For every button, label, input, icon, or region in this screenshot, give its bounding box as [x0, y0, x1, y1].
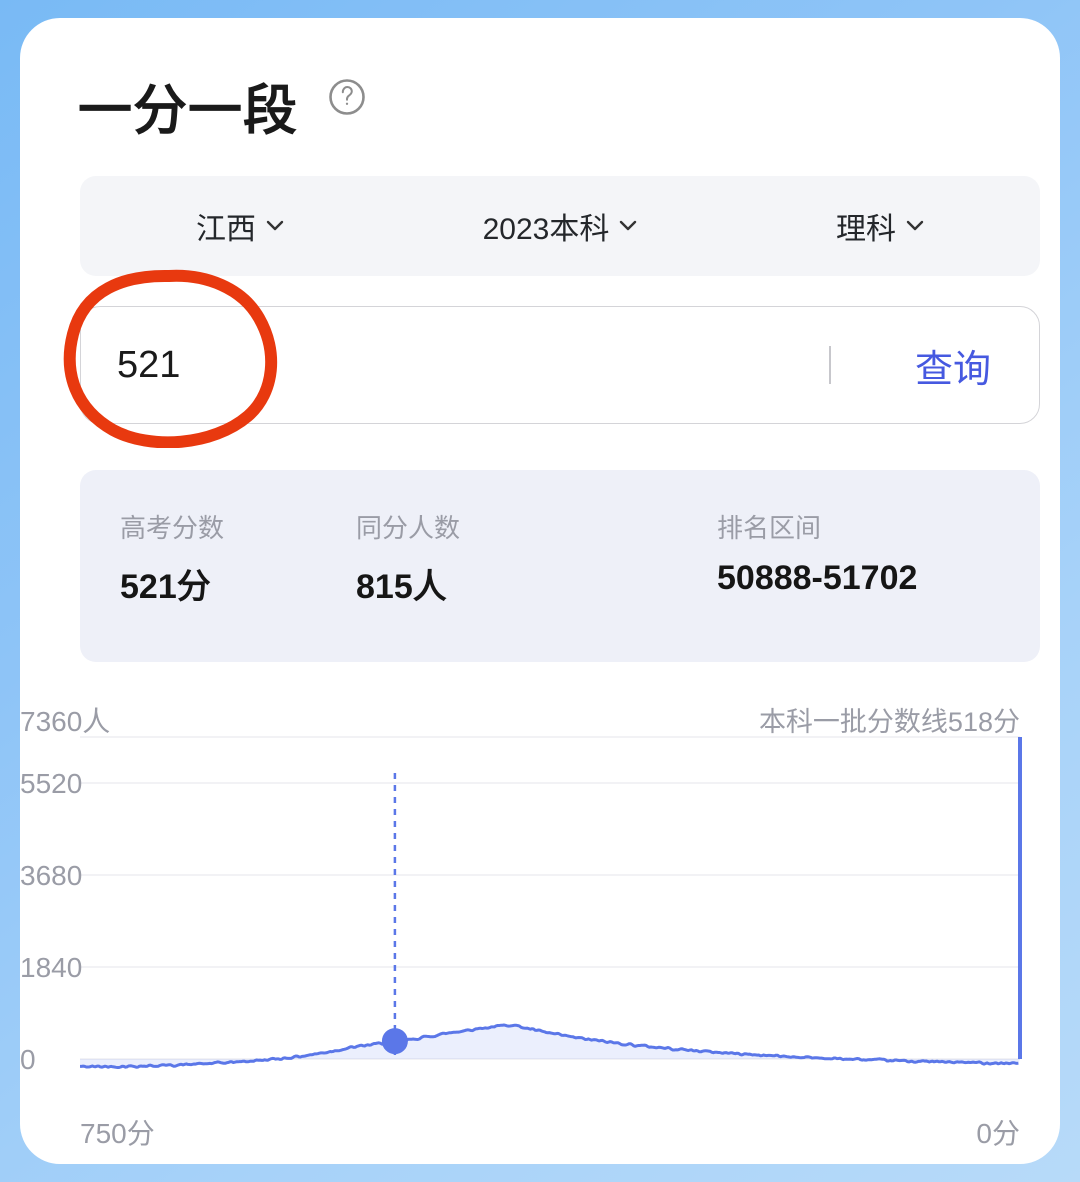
svg-text:5520: 5520: [20, 768, 82, 799]
svg-text:0: 0: [20, 1044, 36, 1075]
svg-text:1840: 1840: [20, 952, 82, 983]
svg-text:0分: 0分: [976, 1118, 1020, 1149]
svg-text:本科一批分数线518分: 本科一批分数线518分: [759, 707, 1020, 737]
svg-text:750分: 750分: [80, 1118, 155, 1149]
svg-text:3680: 3680: [20, 860, 82, 891]
svg-text:7360人: 7360人: [20, 706, 110, 737]
